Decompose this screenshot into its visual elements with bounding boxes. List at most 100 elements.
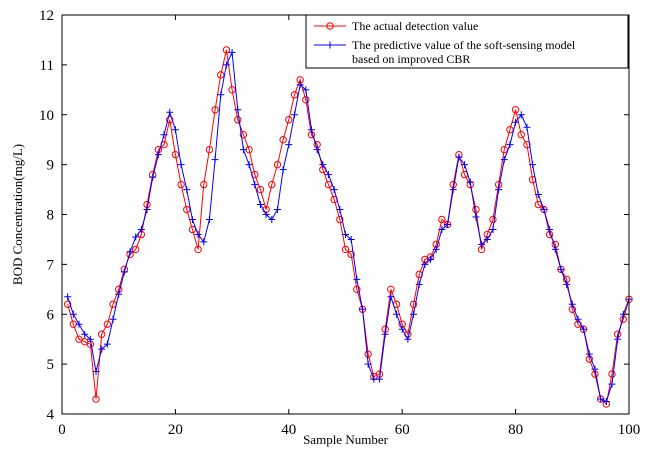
data-point-plus xyxy=(285,141,293,149)
y-tick-label: 4 xyxy=(47,407,55,423)
data-point-plus xyxy=(330,186,338,194)
x-tick-label: 80 xyxy=(508,422,523,438)
data-point-plus xyxy=(211,156,219,164)
data-point-plus xyxy=(132,233,140,241)
y-axis-label: BOD Concentration(mg/L) xyxy=(10,144,25,285)
data-point-plus xyxy=(92,368,100,376)
data-point-plus xyxy=(534,191,542,199)
data-point-circle xyxy=(171,150,180,159)
data-point-plus xyxy=(69,310,77,318)
legend-label-2: The predictive value of the soft-sensing… xyxy=(352,38,576,66)
x-tick-label: 0 xyxy=(58,422,66,438)
y-tick-label: 8 xyxy=(47,208,55,224)
data-point-circle xyxy=(353,285,361,294)
data-point-plus xyxy=(103,340,111,348)
data-point-plus xyxy=(398,325,406,333)
data-point-circle xyxy=(234,116,242,124)
data-point-plus xyxy=(273,206,281,214)
data-point-plus xyxy=(546,225,554,233)
data-point-plus xyxy=(149,173,157,181)
data-point-plus xyxy=(86,335,94,343)
data-point-plus xyxy=(319,161,327,169)
data-point-circle xyxy=(523,140,531,149)
legend-box xyxy=(305,14,629,69)
y-tick-label: 7 xyxy=(47,257,55,273)
data-point-plus xyxy=(188,215,196,223)
data-point-circle xyxy=(285,116,293,124)
data-point-plus xyxy=(109,315,117,323)
data-point-plus xyxy=(313,146,321,154)
data-point-circle xyxy=(511,106,520,114)
data-point-circle xyxy=(97,330,106,338)
data-point-plus xyxy=(336,206,344,214)
data-point-circle xyxy=(92,395,100,403)
data-point-plus xyxy=(137,225,145,233)
data-point-plus xyxy=(551,245,559,253)
data-point-circle xyxy=(608,370,616,378)
data-point-circle xyxy=(205,145,214,154)
data-point-plus xyxy=(432,245,440,253)
data-point-circle xyxy=(336,215,344,224)
y-tick-label: 11 xyxy=(40,58,54,74)
data-point-plus xyxy=(568,300,576,308)
data-point-plus xyxy=(166,108,174,116)
data-point-circle xyxy=(188,225,197,234)
data-point-plus xyxy=(347,235,355,243)
data-point-circle xyxy=(364,350,372,358)
data-point-plus xyxy=(307,126,315,134)
data-point-plus xyxy=(455,153,463,161)
data-point-plus xyxy=(381,330,389,338)
data-point-circle xyxy=(347,250,355,259)
data-point-circle xyxy=(472,205,480,214)
data-point-circle xyxy=(132,245,140,254)
data-point-circle xyxy=(166,116,174,124)
legend-marker-circle xyxy=(326,22,334,30)
data-point-plus xyxy=(171,126,179,134)
plot-area xyxy=(63,46,633,408)
y-tick-label: 12 xyxy=(39,8,54,24)
data-point-plus xyxy=(143,206,151,214)
data-point-circle xyxy=(177,180,185,189)
data-point-plus xyxy=(200,238,208,246)
data-point-circle xyxy=(324,180,333,189)
data-point-plus xyxy=(591,365,599,373)
y-tick-label: 9 xyxy=(47,158,55,174)
legend: The actual detection value The predictive… xyxy=(305,14,629,69)
x-tick-label: 60 xyxy=(395,422,410,438)
data-point-plus xyxy=(597,395,605,403)
data-point-plus xyxy=(529,161,537,169)
data-point-circle xyxy=(302,96,310,104)
data-point-plus xyxy=(120,268,128,276)
data-point-plus xyxy=(160,131,168,139)
data-point-plus xyxy=(614,335,622,343)
data-point-circle xyxy=(194,245,202,254)
data-point-circle xyxy=(268,180,276,189)
data-point-plus xyxy=(268,215,276,223)
plot-frame xyxy=(61,14,630,415)
data-point-plus xyxy=(279,166,287,174)
data-point-plus xyxy=(387,293,395,301)
data-point-plus xyxy=(364,360,372,368)
data-point-plus xyxy=(126,248,134,256)
data-point-plus xyxy=(64,293,72,301)
data-point-plus xyxy=(444,220,452,228)
data-point-plus xyxy=(574,315,582,323)
data-point-circle xyxy=(506,126,514,134)
data-point-circle xyxy=(409,300,418,308)
x-tick-label: 20 xyxy=(168,422,183,438)
legend-label-1: The actual detection value xyxy=(352,19,478,33)
data-point-plus xyxy=(154,151,162,159)
y-tick-label: 5 xyxy=(47,357,55,373)
data-point-plus xyxy=(376,375,384,383)
data-point-plus xyxy=(222,61,230,69)
data-point-plus xyxy=(466,178,474,186)
data-point-plus xyxy=(489,225,497,233)
data-point-plus xyxy=(506,141,514,149)
data-point-plus xyxy=(81,330,89,338)
data-point-circle xyxy=(222,46,231,54)
data-point-plus xyxy=(427,255,435,263)
data-point-circle xyxy=(341,245,350,254)
data-point-plus xyxy=(177,161,185,169)
data-point-plus xyxy=(415,280,423,288)
